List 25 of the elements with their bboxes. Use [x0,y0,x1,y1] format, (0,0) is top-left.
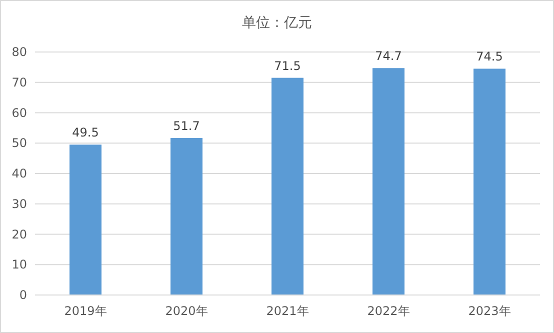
x-tick-label: 2021年 [266,304,309,318]
x-tick-label: 2023年 [468,304,511,318]
data-label: 74.7 [375,49,402,64]
bar [272,78,304,295]
bar [372,68,404,295]
y-tick-label: 60 [12,106,27,120]
x-tick-label: 2019年 [64,304,107,318]
chart-title: 单位：亿元 [242,15,312,31]
x-tick-label: 2020年 [165,304,208,318]
y-tick-label: 50 [12,136,27,150]
data-label: 49.5 [72,126,99,140]
y-tick-label: 80 [12,45,27,59]
x-tick-label: 2022年 [367,304,410,318]
y-tick-label: 10 [12,258,27,272]
y-tick-label: 0 [19,288,27,302]
bar [170,138,202,295]
data-label: 74.5 [476,50,503,64]
data-label: 71.5 [274,58,301,73]
y-tick-label: 30 [12,196,27,211]
y-tick-label: 70 [12,75,27,90]
y-tick-label: 40 [12,166,27,180]
bar [70,144,102,295]
y-tick-label: 20 [12,227,27,242]
bar [474,68,506,295]
data-label: 51.7 [173,118,200,133]
